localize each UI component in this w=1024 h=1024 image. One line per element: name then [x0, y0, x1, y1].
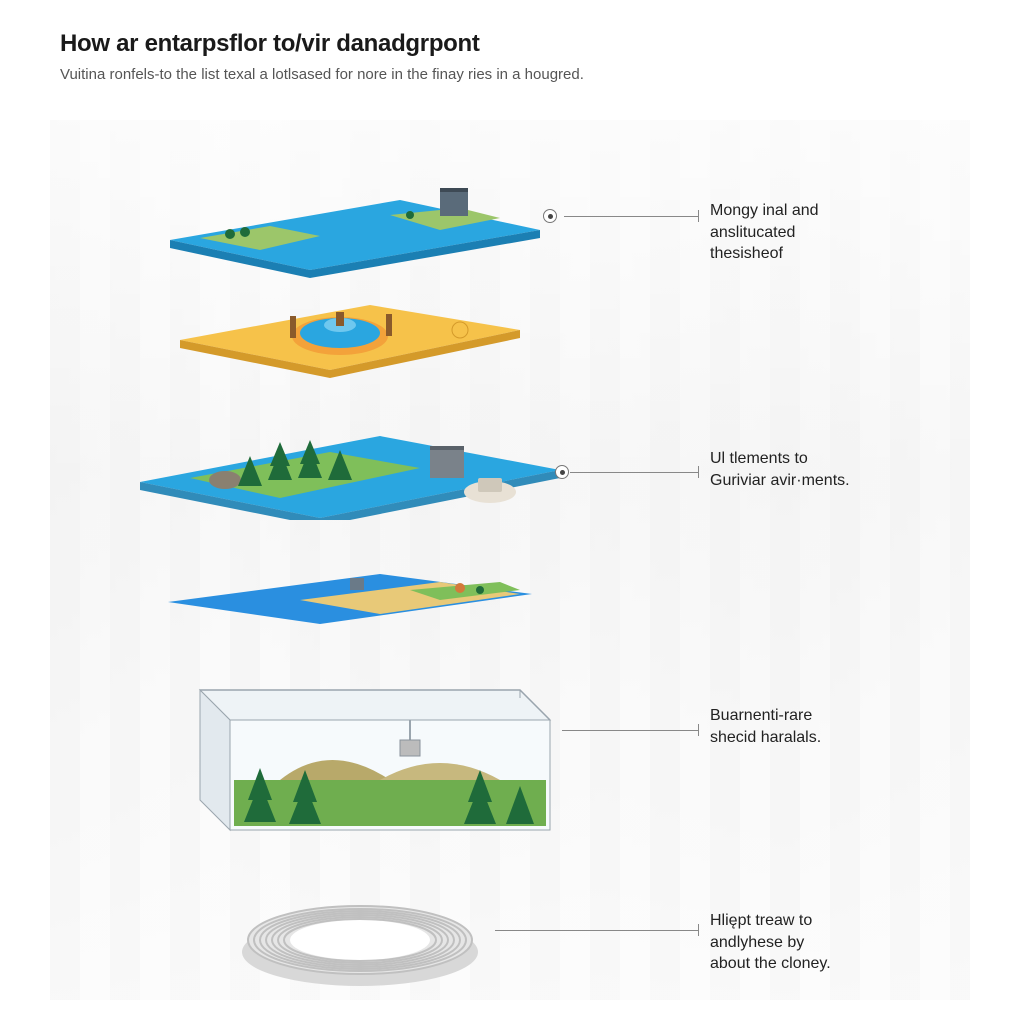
callout-line-1 — [564, 216, 698, 217]
callout-4-line-1: Hliępt treaw to — [710, 910, 930, 932]
callout-tick-3 — [698, 724, 699, 736]
callout-dot-2 — [555, 465, 569, 479]
page-subtitle: Vuitina ronfels-to the list texal a lotl… — [60, 66, 964, 83]
callout-4: Hliępt treaw to andlyhese by about the c… — [710, 910, 930, 975]
callout-line-2 — [570, 472, 698, 473]
callout-1-line-3: thesisheof — [710, 243, 930, 265]
layer-top-water-map — [140, 160, 560, 280]
layer-fountain-plaza — [170, 270, 530, 380]
callout-1-line-2: anslitucated — [710, 222, 930, 244]
layer-beach-strip — [160, 560, 540, 630]
layer-glass-diorama — [160, 650, 560, 850]
callout-1-line-1: Mongy inal and — [710, 200, 930, 222]
callout-3-line-2: shecid haralals. — [710, 727, 930, 749]
diagram-area: Mongy inal and anslitucated thesisheof U… — [50, 120, 970, 1000]
callout-2-line-2: Guriviar avir·ments. — [710, 470, 930, 492]
callout-tick-2 — [698, 466, 699, 478]
callout-line-4 — [495, 930, 698, 931]
callout-4-line-3: about the cloney. — [710, 953, 930, 975]
layer-coil-ring — [230, 880, 490, 990]
callout-2: Ul tlements to Guriviar avir·ments. — [710, 448, 930, 491]
page-title: How ar entarpsflor to/vir danadgrpont — [60, 30, 964, 58]
callout-4-line-2: andlyhese by — [710, 932, 930, 954]
callout-tick-4 — [698, 924, 699, 936]
callout-1: Mongy inal and anslitucated thesisheof — [710, 200, 930, 265]
layer-trees-terrain — [130, 400, 570, 520]
callout-2-line-1: Ul tlements to — [710, 448, 930, 470]
header: How ar entarpsflor to/vir danadgrpont Vu… — [60, 30, 964, 83]
callout-3: Buarnenti-rare shecid haralals. — [710, 705, 930, 748]
callout-tick-1 — [698, 210, 699, 222]
callout-3-line-1: Buarnenti-rare — [710, 705, 930, 727]
callout-line-3 — [562, 730, 698, 731]
callout-dot-1 — [543, 209, 557, 223]
